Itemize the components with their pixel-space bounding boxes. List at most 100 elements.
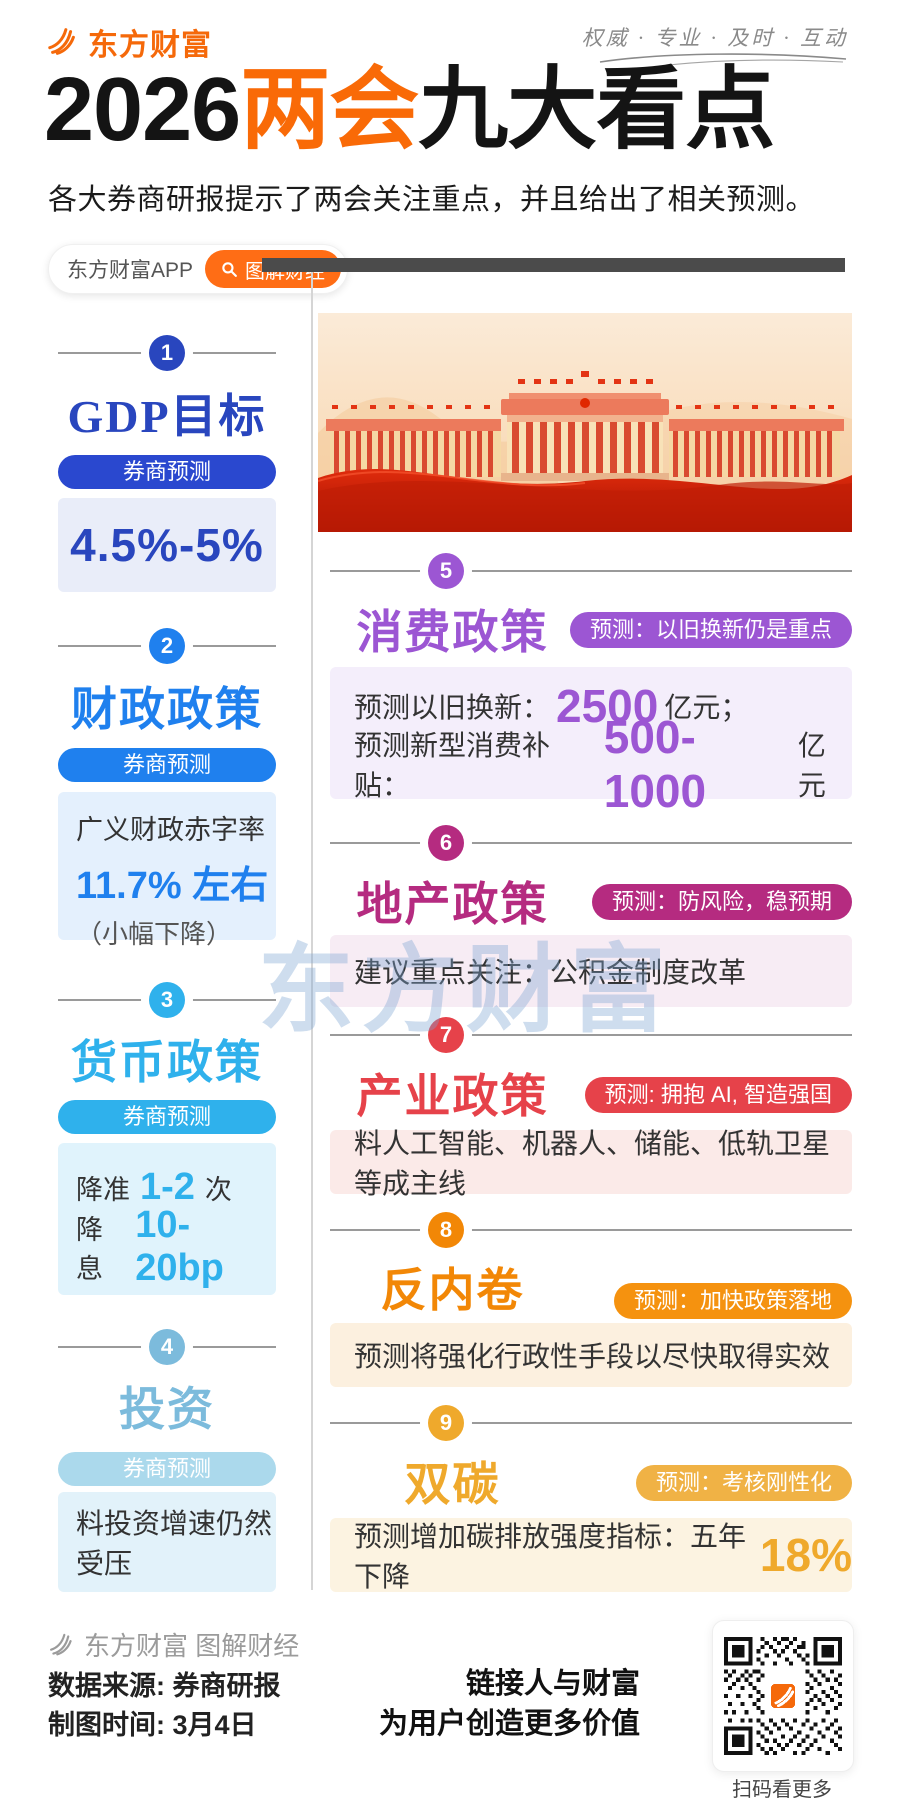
section-number-badge: 5: [428, 553, 464, 589]
rule-line: [330, 570, 852, 572]
section-rule: 1: [58, 335, 276, 371]
qr-code[interactable]: [712, 1620, 854, 1772]
section-title: GDP目标: [67, 391, 267, 442]
section-content-box: 广义财政赤字率 11.7% 左右 （小幅下降）: [58, 792, 276, 949]
gdp-target-value: 4.5%-5%: [70, 519, 264, 571]
rule-line: [330, 1229, 852, 1231]
rate-value: 10-20bp: [135, 1204, 224, 1289]
rate-cut-row: 降息 10-20bp: [76, 1204, 276, 1289]
section-content-box: 预测将强化行政性手段以尽快取得实效: [330, 1323, 852, 1387]
slogan-swoosh-decoration: [599, 53, 847, 66]
header-divider-bar: [262, 258, 845, 272]
forecast-pill: 预测：考核刚性化: [635, 1465, 852, 1501]
rule-line: [330, 1422, 852, 1424]
section-title: 消费政策: [356, 607, 549, 658]
section-number-badge: 4: [149, 1329, 185, 1365]
forecast-pill: 券商预测: [58, 748, 276, 782]
section-number-badge: 9: [428, 1405, 464, 1441]
section-content-box: 预测增加碳排放强度指标：五年下降 18%: [330, 1518, 852, 1592]
forecast-pill: 预测：以旧换新仍是重点: [569, 612, 852, 648]
rrr-value: 1-2: [140, 1165, 195, 1208]
forecast-pill: 预测: 拥抱 AI, 智造强国: [584, 1077, 852, 1113]
column-divider: [311, 272, 313, 1590]
qr-code-image: [724, 1637, 842, 1755]
trade-in-line: 预测以旧换新： 2500 亿元；: [354, 677, 852, 735]
rate-label: 降息: [76, 1215, 103, 1284]
section-title: 双碳: [404, 1459, 501, 1510]
section-number-badge: 7: [428, 1017, 464, 1053]
forecast-pill: 券商预测: [58, 1100, 276, 1134]
carbon-prefix: 预测增加碳排放强度指标：五年下降: [354, 1521, 747, 1592]
section-title: 货币政策: [71, 1037, 263, 1088]
subsidy-prefix: 预测新型消费补贴：: [354, 730, 551, 801]
qr-caption: 扫码看更多: [732, 1779, 832, 1799]
section-content-box: 建议重点关注：公积金制度改革: [330, 935, 852, 1007]
section-rule: 8: [330, 1212, 852, 1248]
section-rule: 7: [330, 1017, 852, 1053]
section-title: 产业政策: [356, 1071, 549, 1122]
rule-line: [330, 842, 852, 844]
rrr-suffix: 次: [204, 1174, 232, 1205]
forecast-pill: 券商预测: [58, 1452, 276, 1486]
tagline-1: 链接人与财富: [465, 1668, 640, 1700]
rrr-cut-row: 降准 1-2 次: [76, 1157, 276, 1217]
section-title: 反内卷: [380, 1265, 525, 1316]
trade-in-value: 2500: [556, 680, 659, 732]
trade-in-suffix: 亿元；: [664, 692, 749, 723]
property-line: 建议重点关注：公积金制度改革: [354, 957, 747, 988]
section-rule: 6: [330, 825, 852, 861]
investment-text: 料投资增速仍然受压: [76, 1508, 273, 1579]
forecast-pill: 预测：加快政策落地: [613, 1283, 852, 1319]
section-number-badge: 1: [149, 335, 185, 371]
great-hall-illustration: [318, 313, 852, 532]
brand-logo: 东方财富: [46, 20, 212, 64]
section-content-box: 预测以旧换新： 2500 亿元； 预测新型消费补贴： 500-1000 亿元: [330, 667, 852, 817]
section-content-box: 料人工智能、机器人、储能、低轨卫星等成主线: [330, 1128, 852, 1199]
trade-in-prefix: 预测以旧换新：: [354, 692, 551, 723]
section-number-badge: 6: [428, 825, 464, 861]
chart-date: 制图时间: 3月4日: [48, 1710, 257, 1740]
footer-taglines: 链接人与财富 为用户创造更多价值: [330, 1664, 640, 1744]
rrr-label: 降准: [76, 1174, 130, 1205]
section-title: 财政政策: [71, 684, 263, 735]
footer-logo-text: 东方财富 图解财经: [84, 1631, 300, 1661]
brand-logo-text: 东方财富: [88, 29, 212, 62]
fiscal-label: 广义财政赤字率: [76, 815, 265, 845]
title-year: 2026: [44, 60, 241, 160]
section-title: 地产政策: [356, 879, 549, 930]
section-content-box: 4.5%-5%: [58, 498, 276, 592]
page-subtitle: 各大券商研报提示了两会关注重点，并且给出了相关预测。: [48, 184, 816, 216]
section-rule: 4: [58, 1329, 276, 1365]
app-button[interactable]: 东方财富APP: [67, 259, 194, 282]
forecast-pill: 预测：防风险，稳预期: [591, 884, 852, 920]
page-title: 2026两会九大看点: [44, 60, 775, 160]
tagline-2: 为用户创造更多价值: [378, 1708, 640, 1740]
anti-involution-line: 预测将强化行政性手段以尽快取得实效: [354, 1341, 831, 1372]
fiscal-note: （小幅下降）: [76, 919, 233, 949]
brand-slogan: 权威 · 专业 · 及时 · 互动: [581, 26, 848, 50]
carbon-value: 18%: [759, 1529, 852, 1581]
subsidy-value: 500-1000: [603, 711, 707, 817]
title-rest: 九大看点: [418, 60, 775, 160]
section-rule: 3: [58, 982, 276, 1018]
forecast-pill: 券商预测: [58, 455, 276, 489]
section-rule: 2: [58, 628, 276, 664]
section-number-badge: 8: [428, 1212, 464, 1248]
fiscal-value: 11.7% 左右: [76, 865, 269, 907]
section-content-box: 降准 1-2 次 降息 10-20bp: [58, 1143, 276, 1295]
subsidy-line: 预测新型消费补贴： 500-1000 亿元: [354, 711, 852, 817]
section-number-badge: 2: [149, 628, 185, 664]
industry-line: 料人工智能、机器人、储能、低轨卫星等成主线: [354, 1128, 831, 1199]
section-content-box: 料投资增速仍然受压: [58, 1492, 276, 1592]
eastmoney-logo-icon-gray: [50, 1633, 72, 1655]
eastmoney-logo-icon: [48, 28, 75, 55]
subsidy-suffix: 亿元: [797, 730, 826, 801]
carbon-line: 预测增加碳排放强度指标：五年下降 18%: [354, 1521, 852, 1592]
section-rule: 9: [330, 1405, 852, 1441]
data-source: 数据来源: 券商研报: [48, 1671, 281, 1701]
section-rule: 5: [330, 553, 852, 589]
footer-logo: 东方财富 图解财经: [48, 1626, 299, 1663]
section-number-badge: 3: [149, 982, 185, 1018]
title-highlight: 两会: [240, 60, 419, 160]
